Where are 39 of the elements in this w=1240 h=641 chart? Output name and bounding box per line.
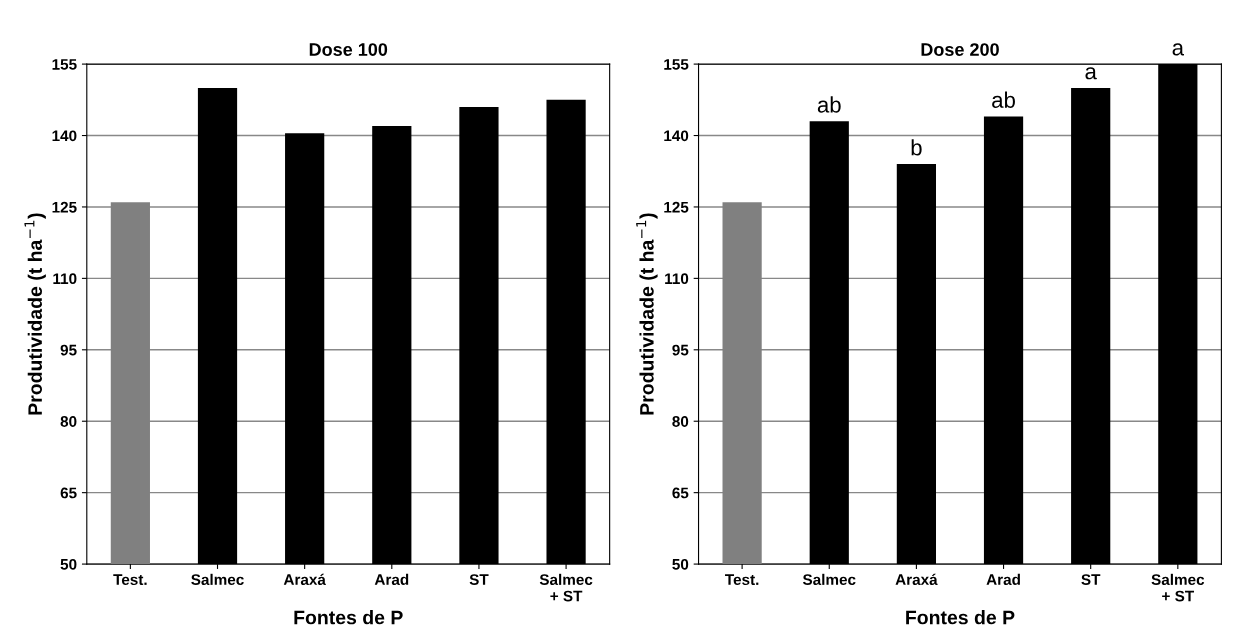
y-tick-label: 140: [664, 130, 689, 142]
y-tick-label: 95: [60, 344, 77, 356]
x-axis-title: Fontes de P: [294, 610, 403, 625]
y-axis-title: Produtividade (t ha$^{−1}$): [24, 213, 46, 415]
y-tick-label: 140: [52, 130, 77, 142]
annotation: ab: [992, 91, 1015, 108]
x-tick-label: ST: [469, 574, 489, 586]
x-tick-label: ST: [1081, 574, 1101, 586]
y-axis-title: Produtividade (t ha$^{−1}$): [636, 213, 658, 415]
annotation: ab: [817, 96, 841, 113]
y-tick-label: 125: [52, 201, 77, 213]
x-tick-label: Araxá: [895, 573, 938, 586]
x-tick-label: Salmec + ST: [539, 573, 593, 602]
y-tick-label: 155: [52, 59, 77, 70]
chart-title: Dose 100: [309, 43, 388, 56]
annotation: a: [1085, 67, 1097, 80]
x-tick-label: Salmec: [191, 573, 244, 586]
chart-title: Dose 200: [921, 43, 999, 56]
y-tick-label: 65: [672, 487, 689, 499]
y-tick-label: 50: [60, 558, 77, 570]
x-tick-label: Salmec: [802, 573, 856, 586]
y-tick-label: 80: [60, 416, 77, 427]
annotation: b: [911, 139, 922, 156]
y-tick-label: 110: [665, 273, 689, 285]
x-axis-title: Fontes de P: [906, 610, 1015, 625]
y-tick-label: 155: [664, 59, 689, 70]
x-tick-label: Arad: [374, 573, 409, 586]
x-tick-label: Arad: [986, 573, 1020, 586]
y-tick-label: 95: [672, 344, 689, 356]
x-tick-label: Salmec + ST: [1151, 573, 1205, 602]
y-tick-label: 50: [672, 558, 689, 570]
y-tick-label: 125: [664, 201, 689, 213]
annotation: a: [1172, 43, 1185, 56]
y-tick-label: 110: [53, 273, 77, 285]
x-tick-label: Test.: [725, 574, 759, 586]
y-tick-label: 80: [672, 416, 689, 427]
x-tick-label: Araxá: [283, 573, 326, 586]
x-tick-label: Test.: [113, 574, 147, 586]
y-tick-label: 65: [60, 487, 77, 499]
